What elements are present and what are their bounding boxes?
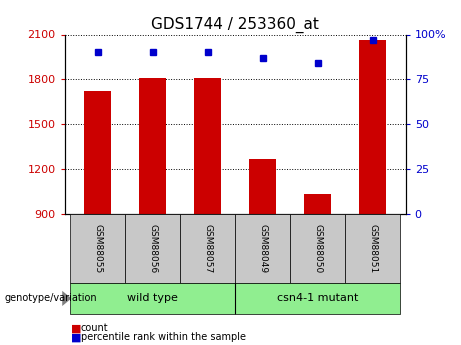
- Title: GDS1744 / 253360_at: GDS1744 / 253360_at: [151, 17, 319, 33]
- Text: csn4-1 mutant: csn4-1 mutant: [277, 294, 358, 303]
- Bar: [139, 78, 166, 214]
- Bar: [70, 214, 125, 283]
- Text: GSM88057: GSM88057: [203, 224, 212, 273]
- Bar: [125, 214, 180, 283]
- Bar: [235, 283, 400, 314]
- Text: count: count: [81, 324, 108, 333]
- Bar: [345, 214, 400, 283]
- Text: GSM88055: GSM88055: [93, 224, 102, 273]
- Text: percentile rank within the sample: percentile rank within the sample: [81, 333, 246, 342]
- Text: ■: ■: [71, 324, 82, 333]
- Bar: [359, 40, 386, 214]
- Bar: [235, 214, 290, 283]
- Bar: [180, 214, 235, 283]
- Text: genotype/variation: genotype/variation: [5, 294, 97, 303]
- Text: GSM88056: GSM88056: [148, 224, 157, 273]
- Polygon shape: [62, 291, 71, 306]
- Bar: [84, 91, 111, 214]
- Bar: [249, 159, 277, 214]
- Text: GSM88051: GSM88051: [368, 224, 377, 273]
- Bar: [70, 283, 235, 314]
- Text: ■: ■: [71, 333, 82, 342]
- Bar: [304, 195, 331, 214]
- Text: wild type: wild type: [127, 294, 178, 303]
- Bar: [194, 78, 221, 214]
- Text: GSM88049: GSM88049: [258, 224, 267, 273]
- Bar: [290, 214, 345, 283]
- Text: GSM88050: GSM88050: [313, 224, 322, 273]
